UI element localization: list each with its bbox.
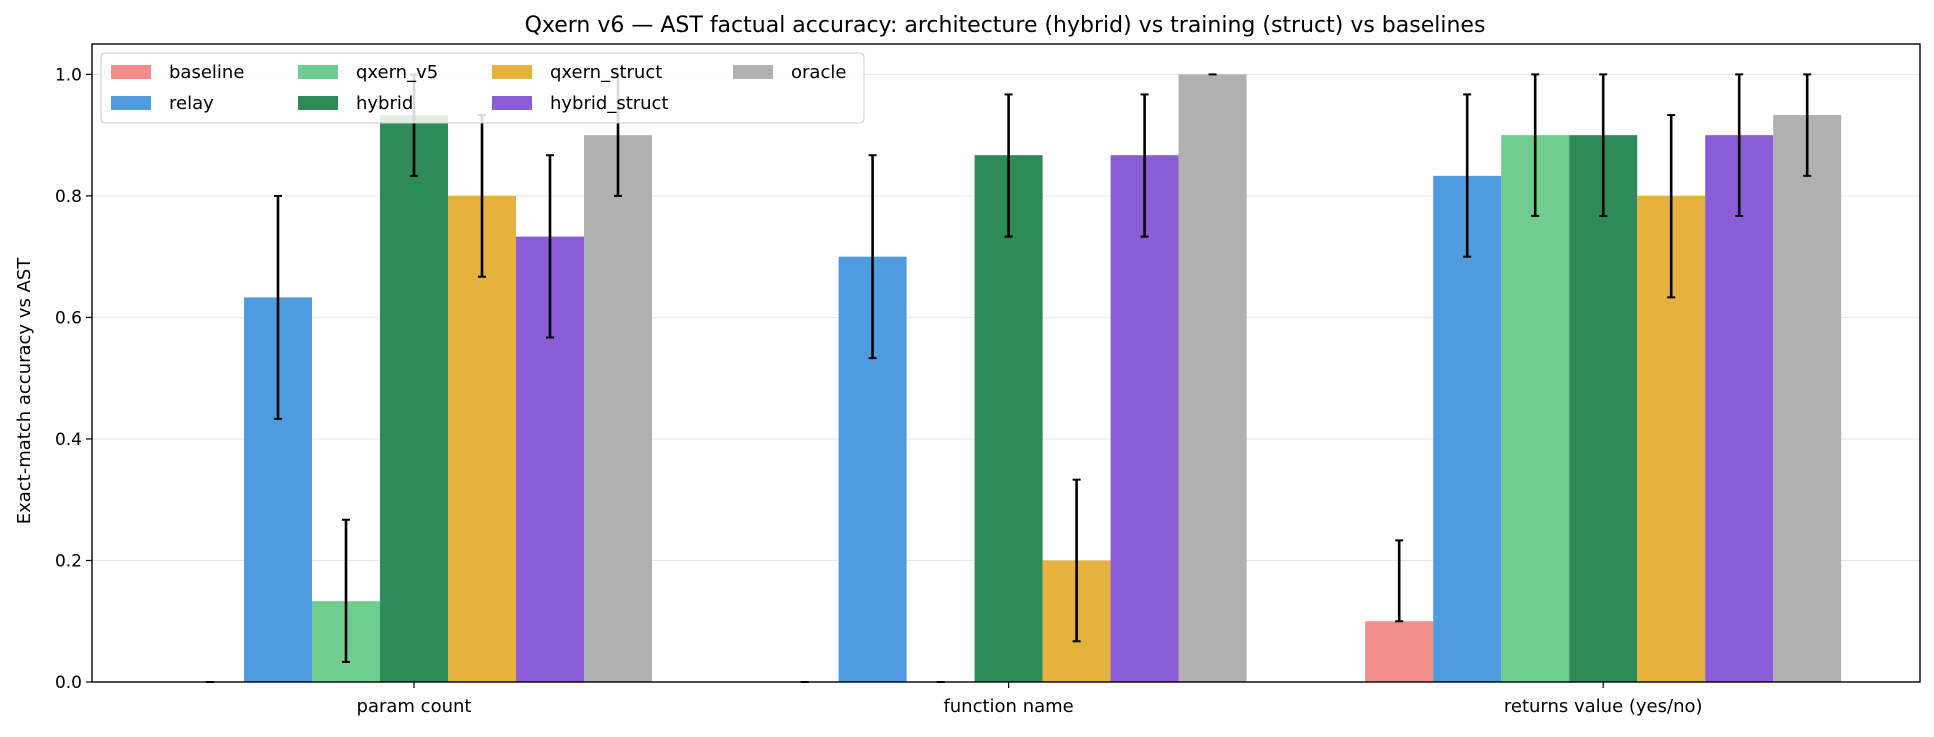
x-tick-label: param count <box>357 696 472 717</box>
bar-relay <box>1433 175 1502 682</box>
legend-label-hybrid_struct: hybrid_struct <box>550 93 669 114</box>
legend-swatch-hybrid_struct <box>492 96 532 110</box>
bar-hybrid <box>380 115 448 682</box>
legend-swatch-baseline <box>111 65 151 79</box>
bar-hybrid_struct <box>1705 135 1774 683</box>
plot-frame <box>91 43 1921 683</box>
legend-label-qxern_v5: qxern_v5 <box>356 62 438 83</box>
legend-swatch-relay <box>111 96 151 110</box>
bar-oracle <box>1773 115 1842 682</box>
bar-hybrid <box>974 155 1043 683</box>
bar-hybrid <box>1569 135 1638 683</box>
legend-label-hybrid: hybrid <box>356 93 413 114</box>
y-tick-label: 0.6 <box>55 308 82 328</box>
legend-label-qxern_struct: qxern_struct <box>550 62 662 83</box>
error-bars <box>206 73 1812 683</box>
legend-label-relay: relay <box>169 93 214 114</box>
bar-oracle <box>1178 74 1247 682</box>
y-tick-label: 0.0 <box>55 673 82 693</box>
bar-hybrid_struct <box>1110 155 1179 683</box>
legend-swatch-hybrid <box>298 96 338 110</box>
legend-swatch-oracle <box>733 65 773 79</box>
bars <box>244 74 1842 683</box>
y-axis-label: Exact-match accuracy vs AST <box>14 257 35 525</box>
axes: 0.0 0.2 0.4 0.6 0.8 1.0 param count function na… <box>55 43 1921 717</box>
bar-baseline <box>1365 621 1434 682</box>
y-tick-label: 1.0 <box>55 65 82 85</box>
y-tick-label: 0.2 <box>55 551 82 571</box>
legend-swatch-qxern_struct <box>492 65 532 79</box>
legend-swatch-qxern_v5 <box>298 65 338 79</box>
legend-label-oracle: oracle <box>791 62 846 83</box>
x-tick-label: function name <box>943 696 1073 717</box>
y-tick-label: 0.4 <box>55 430 82 450</box>
x-tick-label: returns value (yes/no) <box>1504 696 1703 717</box>
bar-oracle <box>584 135 652 683</box>
legend-label-baseline: baseline <box>169 62 244 83</box>
legend-box <box>100 52 865 124</box>
bar-qxern_v5 <box>1501 135 1570 683</box>
chart-title: Qxern v6 — AST factual accuracy: archite… <box>525 13 1486 38</box>
y-tick-label: 0.8 <box>55 187 82 207</box>
